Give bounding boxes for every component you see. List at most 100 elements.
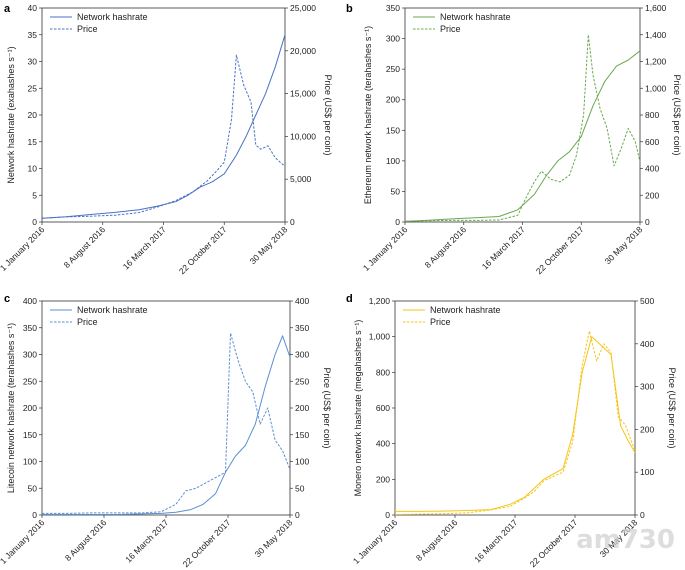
y2-tick-label: 400 — [295, 296, 309, 306]
y-axis-title: Monero network hashrate (megahashes s⁻¹) — [353, 320, 363, 497]
y2-tick-label: 25,000 — [290, 3, 316, 13]
y-axis-title: Network hashrate (exahashes s⁻¹) — [6, 46, 16, 183]
legend-entry: Network hashrate — [77, 12, 148, 22]
y-tick-label: 250 — [23, 376, 37, 386]
y-tick-label: 400 — [376, 439, 390, 449]
legend-entry: Network hashrate — [440, 12, 511, 22]
y2-tick-label: 5,000 — [290, 174, 312, 184]
legend-entry: Price — [77, 24, 98, 34]
y-tick-label: 35 — [28, 30, 38, 40]
y2-tick-label: 0 — [645, 217, 650, 227]
series-line-hashrate — [41, 34, 286, 219]
y2-tick-label: 15,000 — [290, 89, 316, 99]
y2-tick-label: 0 — [640, 510, 645, 520]
y-tick-label: 350 — [386, 3, 400, 13]
legend-entry: Price — [430, 317, 451, 327]
x-tick-label: 16 March 2017 — [472, 517, 519, 564]
y2-tick-label: 300 — [640, 382, 654, 392]
y-axis-title: Ethereum network hashrate (terahashes s⁻… — [363, 26, 373, 204]
x-tick-label: 8 August 2016 — [414, 517, 460, 563]
y2-tick-label: 100 — [295, 457, 309, 467]
x-tick-label: 16 March 2017 — [121, 224, 168, 271]
panel-a: a 0 5 10 15 20 25 30 35 40 0 5,000 10,000 15,000 20,00… — [0, 3, 333, 276]
y2-tick-label: 500 — [640, 296, 654, 306]
plot-frame — [404, 7, 641, 223]
y2-axis-title: Price (US$ per coin) — [672, 74, 682, 155]
y-tick-label: 200 — [386, 95, 400, 105]
y2-tick-label: 350 — [295, 323, 309, 333]
y-tick-label: 0 — [385, 510, 390, 520]
legend-entry: Network hashrate — [77, 305, 148, 315]
legend-entry: Price — [77, 317, 98, 327]
series-line-price — [404, 34, 641, 222]
x-tick-label: 8 August 2016 — [63, 517, 109, 563]
y-tick-label: 50 — [28, 483, 38, 493]
y-tick-label: 100 — [23, 457, 37, 467]
y2-axis-title: Price (US$ per coin) — [667, 367, 677, 448]
y-tick-label: 150 — [386, 125, 400, 135]
watermark-logo: am730 — [576, 525, 675, 555]
x-tick-label: 8 August 2016 — [62, 224, 108, 270]
y2-axis-title: Price (US$ per coin) — [322, 367, 332, 448]
y2-tick-label: 200 — [640, 424, 654, 434]
legend-entry: Network hashrate — [430, 305, 501, 315]
y-tick-label: 600 — [376, 403, 390, 413]
y-tick-label: 100 — [386, 156, 400, 166]
y-tick-label: 5 — [32, 190, 37, 200]
x-tick-label: 30 May 2018 — [248, 224, 290, 266]
y-tick-label: 1,000 — [369, 332, 391, 342]
y2-tick-label: 100 — [640, 467, 654, 477]
panel-letter: c — [4, 293, 10, 305]
x-tick-label: 30 May 2018 — [603, 224, 645, 266]
y2-tick-label: 400 — [645, 164, 659, 174]
series-line-hashrate — [42, 335, 291, 515]
series-line-price — [42, 332, 291, 514]
y-tick-label: 50 — [391, 186, 401, 196]
y-tick-label: 1,200 — [369, 296, 391, 306]
y-tick-label: 250 — [386, 64, 400, 74]
series-line-hashrate — [395, 336, 636, 512]
y-tick-label: 300 — [23, 350, 37, 360]
y2-tick-label: 10,000 — [290, 131, 316, 141]
y-tick-label: 200 — [23, 403, 37, 413]
x-tick-label: 30 May 2018 — [253, 517, 295, 559]
plot-frame — [41, 7, 286, 223]
y-tick-label: 40 — [28, 3, 38, 13]
y2-tick-label: 150 — [295, 430, 309, 440]
y2-tick-label: 250 — [295, 376, 309, 386]
x-tick-label: 22 October 2017 — [181, 517, 233, 569]
y-tick-label: 0 — [32, 510, 37, 520]
y2-tick-label: 300 — [295, 350, 309, 360]
y-tick-label: 0 — [395, 217, 400, 227]
x-tick-label: 1 January 2016 — [351, 517, 400, 566]
y2-tick-label: 0 — [290, 217, 295, 227]
y2-tick-label: 200 — [295, 403, 309, 413]
x-tick-label: 16 March 2017 — [123, 517, 170, 564]
y-tick-label: 30 — [28, 57, 38, 67]
y2-tick-label: 1,000 — [645, 83, 667, 93]
series-line-price — [41, 54, 286, 219]
x-tick-label: 1 January 2016 — [361, 224, 410, 273]
y2-axis-title: Price (US$ per coin) — [323, 74, 333, 155]
y-tick-label: 0 — [32, 217, 37, 227]
y2-tick-label: 0 — [295, 510, 300, 520]
x-tick-label: 16 March 2017 — [480, 224, 527, 271]
series-line-price — [394, 330, 636, 516]
y-tick-label: 15 — [28, 137, 38, 147]
y2-tick-label: 20,000 — [290, 46, 316, 56]
y2-tick-label: 400 — [640, 339, 654, 349]
panel-letter: d — [346, 293, 353, 305]
y-tick-label: 150 — [23, 430, 37, 440]
panel-c: c 0 50 100 150 200 250 300 350 400 0 50 100 150 200 250… — [0, 293, 332, 569]
x-tick-label: 8 August 2016 — [423, 224, 469, 270]
y2-tick-label: 1,600 — [645, 3, 667, 13]
plot-frame — [41, 300, 291, 516]
panel-b: b 0 50 100 150 200 250 300 350 0 200 400 600 800 1,000… — [346, 3, 682, 276]
plot-frame — [394, 300, 636, 516]
y-tick-label: 20 — [28, 110, 38, 120]
x-tick-label: 1 January 2016 — [0, 224, 47, 273]
x-tick-label: 22 October 2017 — [534, 224, 586, 276]
panel-letter: a — [4, 3, 11, 15]
x-tick-label: 22 October 2017 — [177, 224, 229, 276]
